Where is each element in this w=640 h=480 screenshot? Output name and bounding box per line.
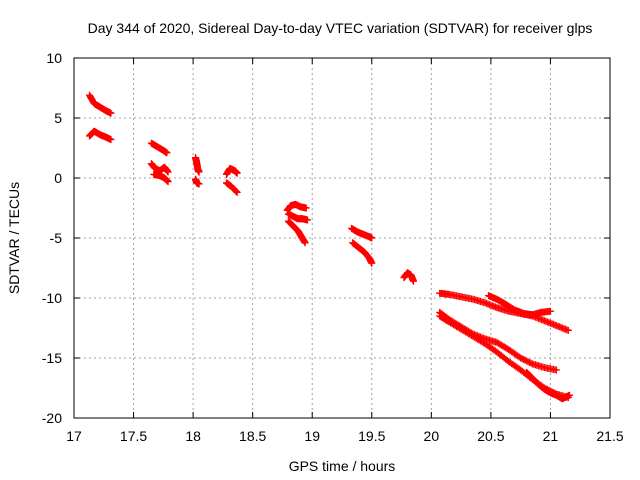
x-tick-label: 18	[185, 428, 201, 444]
series-arc20	[523, 368, 574, 403]
data-point	[368, 234, 376, 242]
data-point	[566, 391, 574, 399]
y-tick-label: -5	[50, 230, 63, 246]
data-marks	[85, 91, 574, 403]
series-arc15	[400, 269, 417, 285]
y-axis-label: SDTVAR / TECUs	[6, 182, 22, 294]
series-arc2	[85, 127, 115, 144]
x-tick-label: 21	[543, 428, 559, 444]
x-tick-label: 21.5	[596, 428, 623, 444]
series-arc1	[85, 91, 115, 117]
series-arc12	[284, 217, 309, 247]
data-point	[564, 326, 572, 334]
axis-ticks: 17 17.5 18 18.5 19 19.5 20 20.5 21 21.5 10 5 0 -5 -10 -…	[42, 50, 624, 444]
y-tick-label: 5	[54, 110, 62, 126]
series-arc6	[191, 154, 203, 176]
chart-title: Day 344 of 2020, Sidereal Day-to-day VTE…	[88, 20, 593, 36]
series-arc8	[222, 164, 241, 178]
x-tick-label: 17.5	[120, 428, 147, 444]
data-point	[232, 188, 240, 196]
data-point	[164, 178, 172, 186]
data-point	[233, 169, 241, 177]
data-point	[368, 259, 376, 267]
series-arc5	[150, 170, 172, 186]
data-point	[302, 204, 310, 212]
data-point	[195, 180, 203, 188]
series-arc7	[191, 175, 203, 188]
data-point	[107, 109, 115, 117]
y-tick-label: -10	[42, 290, 62, 306]
x-tick-label: 20	[424, 428, 440, 444]
y-tick-label: 0	[54, 170, 62, 186]
x-tick-label: 19.5	[358, 428, 385, 444]
series-arc11	[284, 210, 311, 224]
y-tick-label: 10	[46, 50, 62, 66]
data-point	[301, 239, 309, 247]
series-arc13	[348, 224, 376, 242]
series-arc14	[349, 239, 376, 267]
data-point	[232, 187, 240, 195]
series-arc10	[283, 200, 310, 214]
x-tick-label: 18.5	[239, 428, 266, 444]
data-point	[552, 366, 560, 374]
y-tick-label: -15	[42, 350, 62, 366]
data-point	[163, 149, 171, 157]
series-arc3	[147, 139, 171, 157]
data-point	[409, 277, 417, 285]
x-tick-label: 20.5	[477, 428, 504, 444]
x-axis-label: GPS time / hours	[289, 458, 396, 474]
data-point	[195, 168, 203, 176]
data-point	[303, 216, 311, 224]
series-arc17	[485, 292, 554, 319]
data-point	[546, 307, 554, 315]
series-arc16	[436, 289, 572, 334]
series-arc9	[222, 179, 241, 196]
x-tick-label: 17	[66, 428, 82, 444]
series-arc4	[147, 160, 172, 176]
y-tick-label: -20	[42, 410, 62, 426]
x-tick-label: 19	[304, 428, 320, 444]
data-point	[107, 136, 115, 144]
data-point	[233, 188, 241, 196]
data-point	[164, 168, 172, 176]
